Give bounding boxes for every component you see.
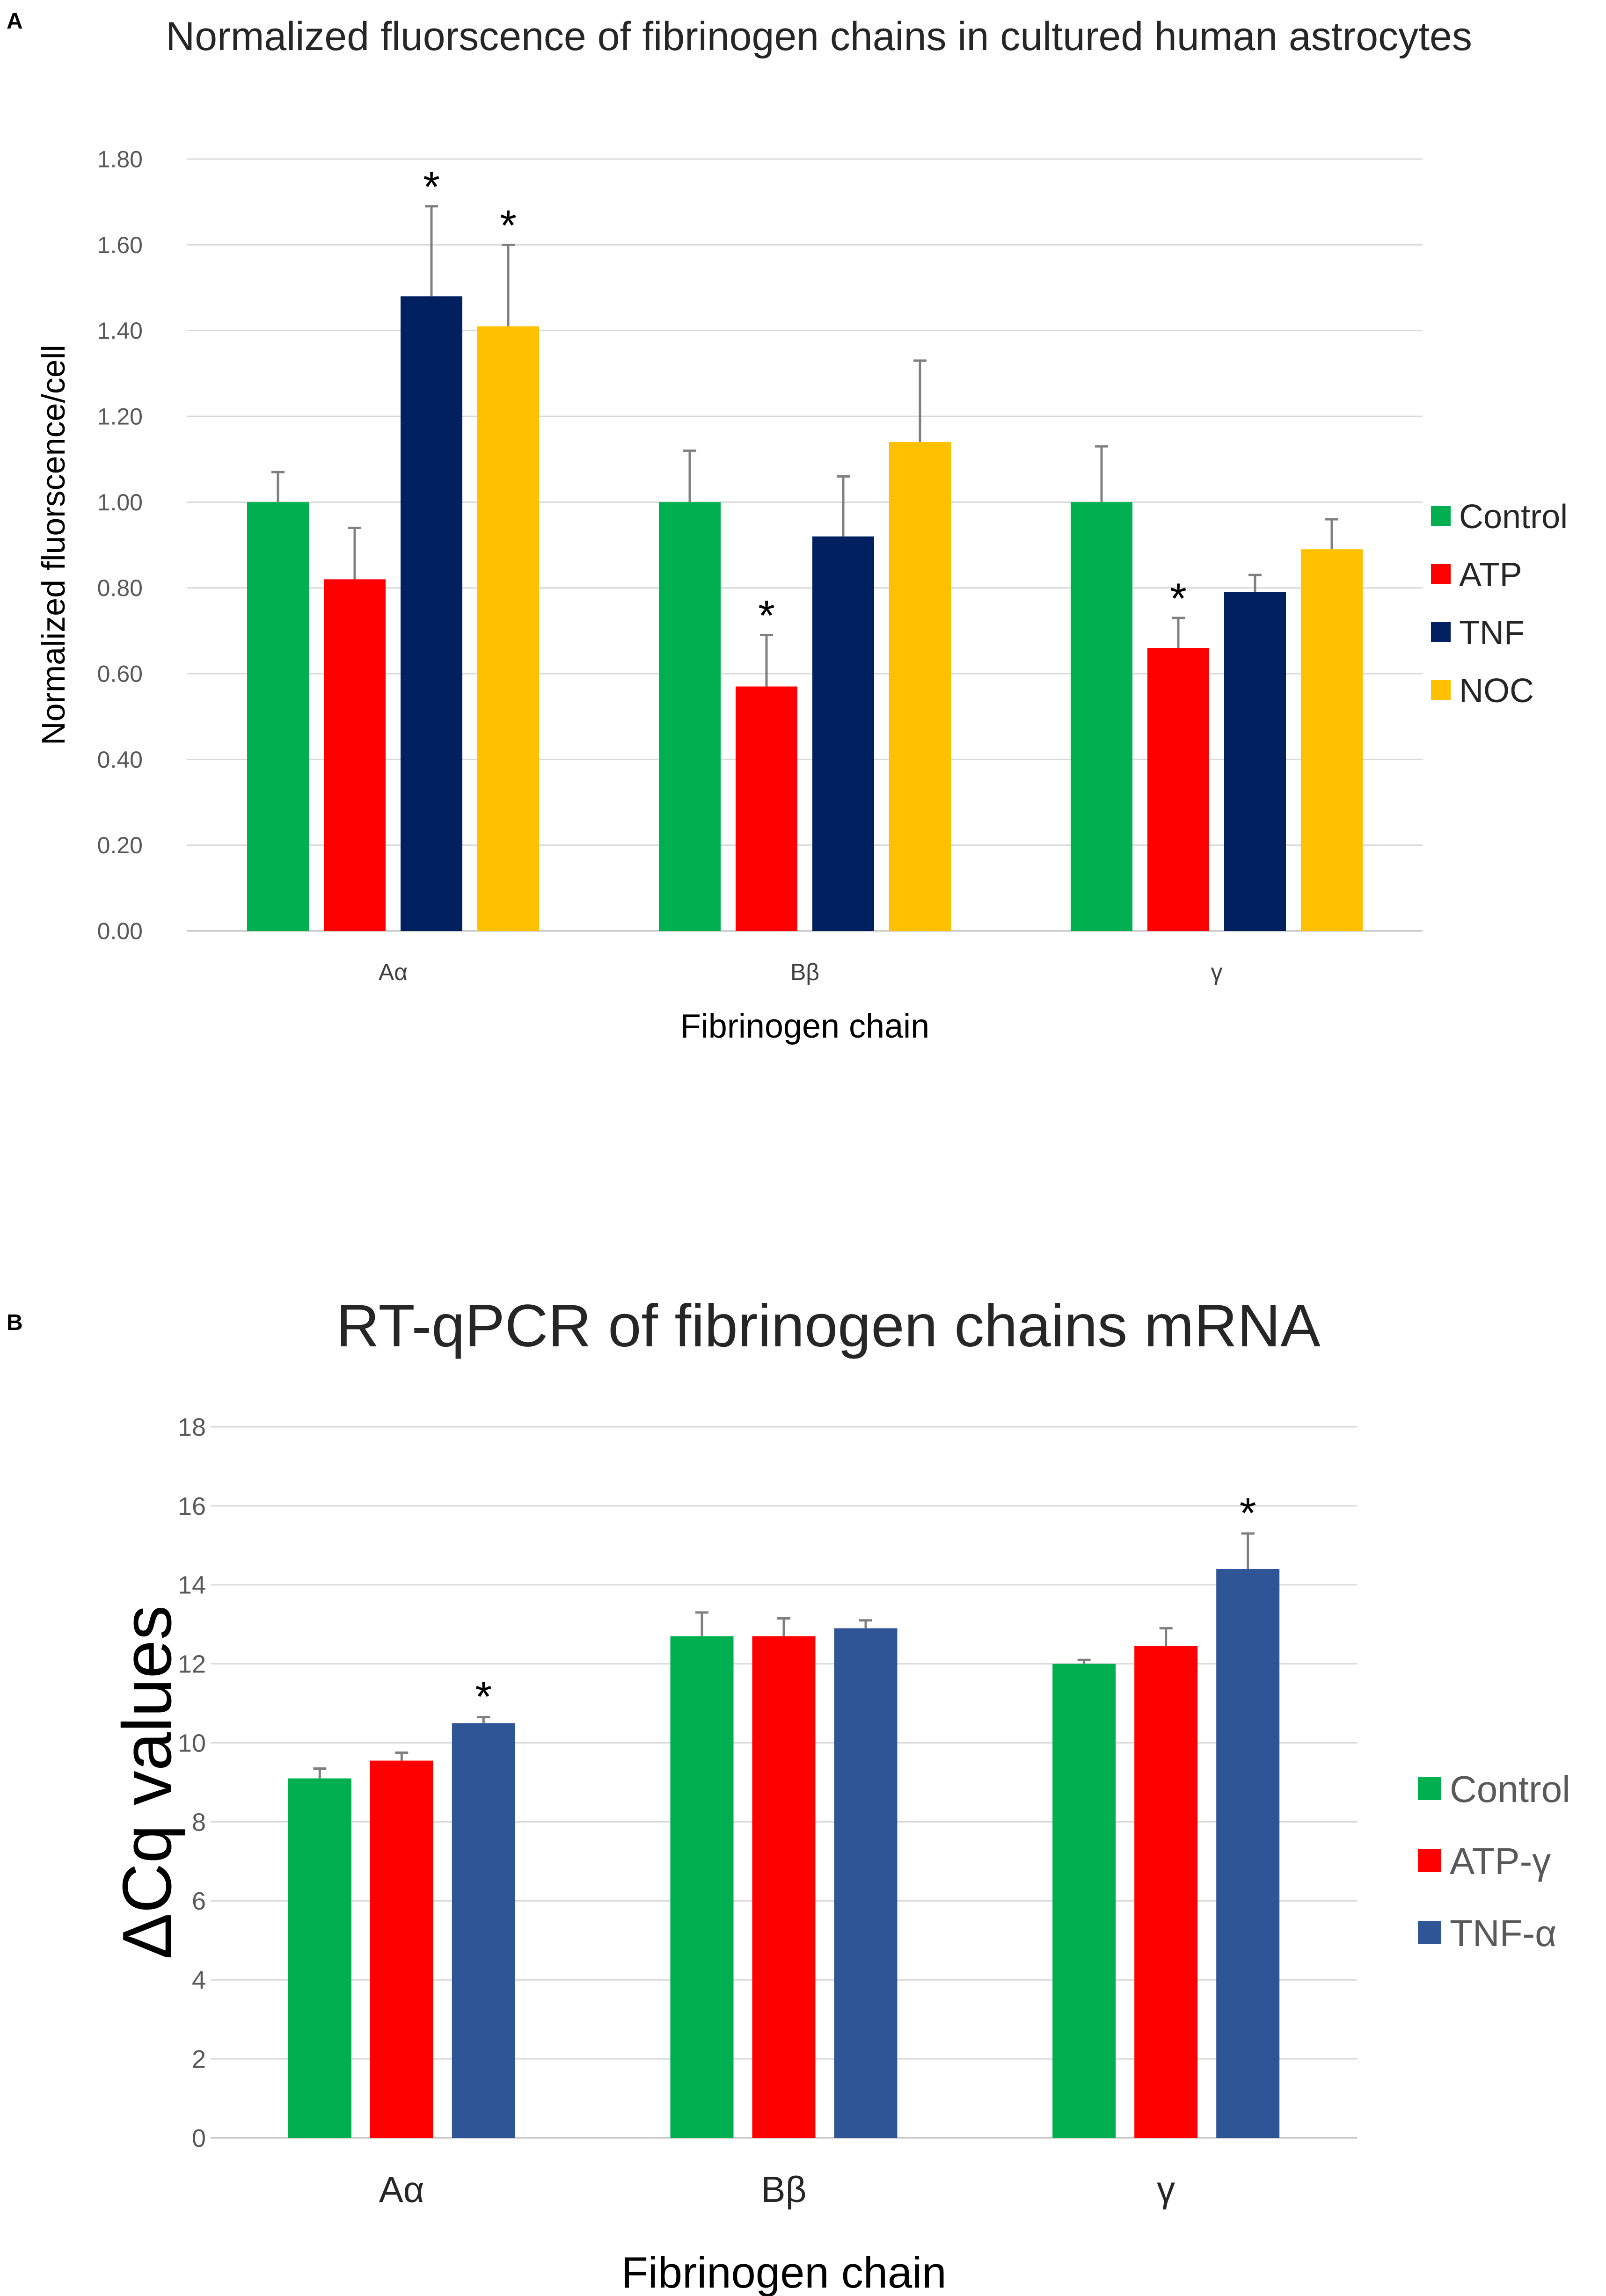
bar [370,1760,433,2138]
bar [452,1723,515,2138]
legend-swatch [1431,622,1451,642]
x-tick-label: Bβ [790,959,819,985]
bar [670,1636,734,2138]
legend-label: Control [1450,1768,1570,1810]
y-axis-title: ΔCq values [109,1606,186,1960]
y-tick-label: 14 [178,1571,206,1599]
bar [1224,592,1286,931]
y-tick-label: 4 [192,1966,206,1994]
legend-swatch [1431,506,1451,526]
chart-b-title: RT-qPCR of fibrinogen chains mRNA [336,1293,1321,1359]
x-tick-label: γ [1211,959,1223,985]
chart-a-title: Normalized fluorscence of fibrinogen cha… [166,14,1472,59]
x-axis-title: Fibrinogen chain [680,1008,929,1045]
legend-swatch [1431,680,1451,700]
x-tick-label: γ [1157,2169,1175,2210]
bar [401,296,462,931]
legend-label: Control [1459,498,1568,536]
significance-marker: * [500,202,517,249]
y-tick-label: 1.60 [97,232,143,258]
bar [736,686,797,931]
bar [752,1636,816,2138]
bar [659,502,721,931]
bar [1147,648,1209,931]
x-axis-title: Fibrinogen chain [621,2248,947,2296]
y-tick-label: 1.40 [97,318,143,344]
y-tick-label: 0.60 [97,661,143,687]
bar [1052,1664,1116,2138]
bar [834,1628,898,2138]
chart-b: 0 2 4 6 8 10 12 14 16 18 * Aα Bβ * γ Fibrinogen chain ΔC… [109,1413,1570,2296]
legend-label: NOC [1459,672,1534,710]
legend-label: TNF-α [1450,1912,1556,1954]
y-tick-label: 0.20 [97,832,143,858]
x-tick-label: Bβ [761,2169,807,2210]
x-tick-label: Aα [379,959,408,985]
y-tick-label: 18 [178,1413,206,1441]
legend-label: ATP-γ [1450,1840,1551,1882]
y-tick-label: 10 [178,1729,206,1757]
bar [1301,549,1363,931]
y-tick-label: 0.80 [97,575,143,601]
legend-label: ATP [1459,556,1522,594]
y-tick-label: 1.00 [97,489,143,516]
y-tick-label: 1.80 [97,146,143,173]
y-tick-label: 0 [192,2124,206,2152]
bar [288,1778,351,2138]
significance-marker: * [475,1673,492,1721]
panel-label-a: A [7,9,23,34]
bar [1134,1646,1198,2138]
y-tick-label: 6 [192,1887,206,1915]
x-tick-label: Aα [379,2169,424,2210]
significance-marker: * [1240,1489,1256,1537]
legend-swatch [1431,564,1451,584]
significance-marker: * [1170,575,1187,623]
y-tick-label: 0.40 [97,747,143,773]
legend-swatch [1418,1849,1441,1872]
y-tick-label: 2 [192,2045,206,2073]
y-tick-label: 1.20 [97,404,143,430]
significance-marker: * [758,592,775,640]
bar [812,536,874,931]
legend-label: TNF [1459,614,1525,652]
bar [324,579,386,931]
y-tick-label: 8 [192,1808,206,1836]
bar [247,502,309,931]
bar [1071,502,1132,931]
chart-a: 0.00 0.20 0.40 0.60 0.80 1.00 1.20 1.40 1.60 1.80… [35,146,1568,1046]
significance-marker: * [423,163,440,211]
bar [889,442,951,931]
legend-swatch [1418,1921,1441,1944]
bar [477,326,539,931]
legend-swatch [1418,1777,1441,1800]
bar [1216,1569,1280,2138]
y-tick-label: 12 [178,1650,206,1678]
y-tick-label: 0.00 [97,918,143,945]
panel-label-b: B [7,1310,23,1335]
y-axis-title: Normalized fluorscence/cell [35,345,72,745]
y-tick-label: 16 [178,1492,206,1520]
